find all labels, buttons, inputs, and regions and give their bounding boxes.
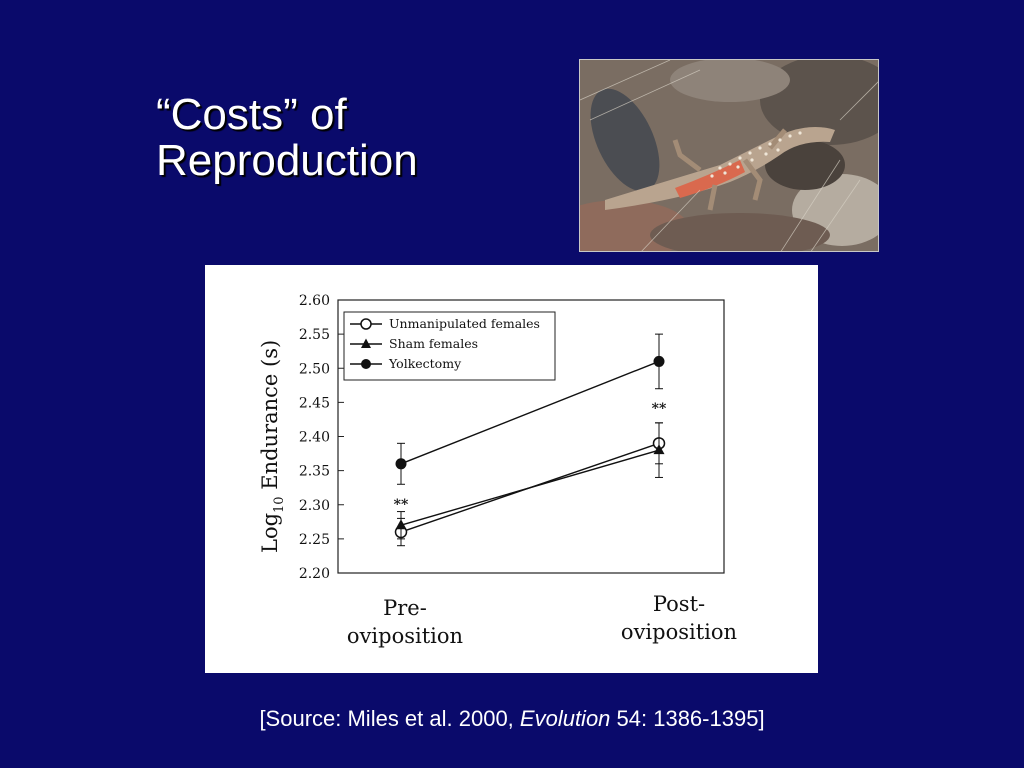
legend-marker-triangle <box>361 338 371 348</box>
series-line <box>400 449 660 526</box>
y-tick-label: 2.55 <box>299 327 330 343</box>
significance-annotation: ** <box>652 401 667 417</box>
endurance-chart: 2.60 2.55 2.50 2.45 2.40 2.35 2.30 2.25 2.20 Log… <box>258 293 737 648</box>
y-tick-label: 2.25 <box>299 532 330 548</box>
lizard-photo <box>579 59 879 252</box>
x-category-label-line: Post- <box>653 592 705 616</box>
y-tick-label: 2.45 <box>299 395 330 411</box>
x-category-label: Pre-oviposition <box>347 596 463 648</box>
y-tick-label: 2.30 <box>299 498 330 514</box>
chart-legend: Unmanipulated females Sham females Yolkect… <box>343 311 556 381</box>
x-category-label-line: Pre- <box>383 596 427 620</box>
source-citation: [Source: Miles et al. 2000, Evolution 54… <box>0 706 1024 732</box>
source-journal: Evolution <box>519 706 611 731</box>
y-axis-label-rest: Endurance (s) <box>258 340 282 497</box>
data-point-yolkectomy <box>653 355 665 367</box>
significance-annotation: ** <box>394 497 409 513</box>
x-category-label: Post-oviposition <box>621 592 737 644</box>
y-axis-ticks: 2.60 2.55 2.50 2.45 2.40 2.35 2.30 2.25 2.20 <box>299 293 344 582</box>
data-point-sham <box>653 444 665 455</box>
y-tick-label: 2.60 <box>299 293 330 309</box>
legend-label: Yolkectomy <box>388 356 462 371</box>
legend-marker-filled-circle <box>361 359 371 369</box>
y-tick-label: 2.40 <box>299 430 330 446</box>
y-tick-label: 2.20 <box>299 566 330 582</box>
y-tick-label: 2.50 <box>299 361 330 377</box>
slide-title-line2: Reproduction <box>156 136 418 185</box>
slide-title: “Costs” of Reproduction <box>156 92 536 184</box>
legend-label: Unmanipulated females <box>389 316 540 331</box>
data-point-yolkectomy <box>395 458 407 470</box>
x-category-label-line: oviposition <box>621 620 737 644</box>
source-prefix: [Source: Miles et al. 2000, <box>259 706 520 731</box>
lizard-photo-graphic <box>580 60 878 251</box>
source-suffix: 54: 1386-1395] <box>610 706 765 731</box>
y-axis-label-subscript: 10 <box>272 496 287 513</box>
slide-title-line1: “Costs” of <box>156 90 347 139</box>
chart-annotations: ** ** <box>394 401 667 513</box>
chart-series <box>394 333 666 547</box>
y-axis-label-main: Log <box>258 513 282 553</box>
legend-marker-open-circle <box>360 318 372 330</box>
y-tick-label: 2.35 <box>299 464 330 480</box>
y-axis-label: Log10 Endurance (s) <box>258 340 287 553</box>
chart-panel: 2.60 2.55 2.50 2.45 2.40 2.35 2.30 2.25 2.20 Log… <box>205 265 818 673</box>
legend-label: Sham females <box>389 336 478 351</box>
series-line <box>400 360 660 465</box>
data-point-sham <box>395 519 407 530</box>
x-category-label-line: oviposition <box>347 624 463 648</box>
